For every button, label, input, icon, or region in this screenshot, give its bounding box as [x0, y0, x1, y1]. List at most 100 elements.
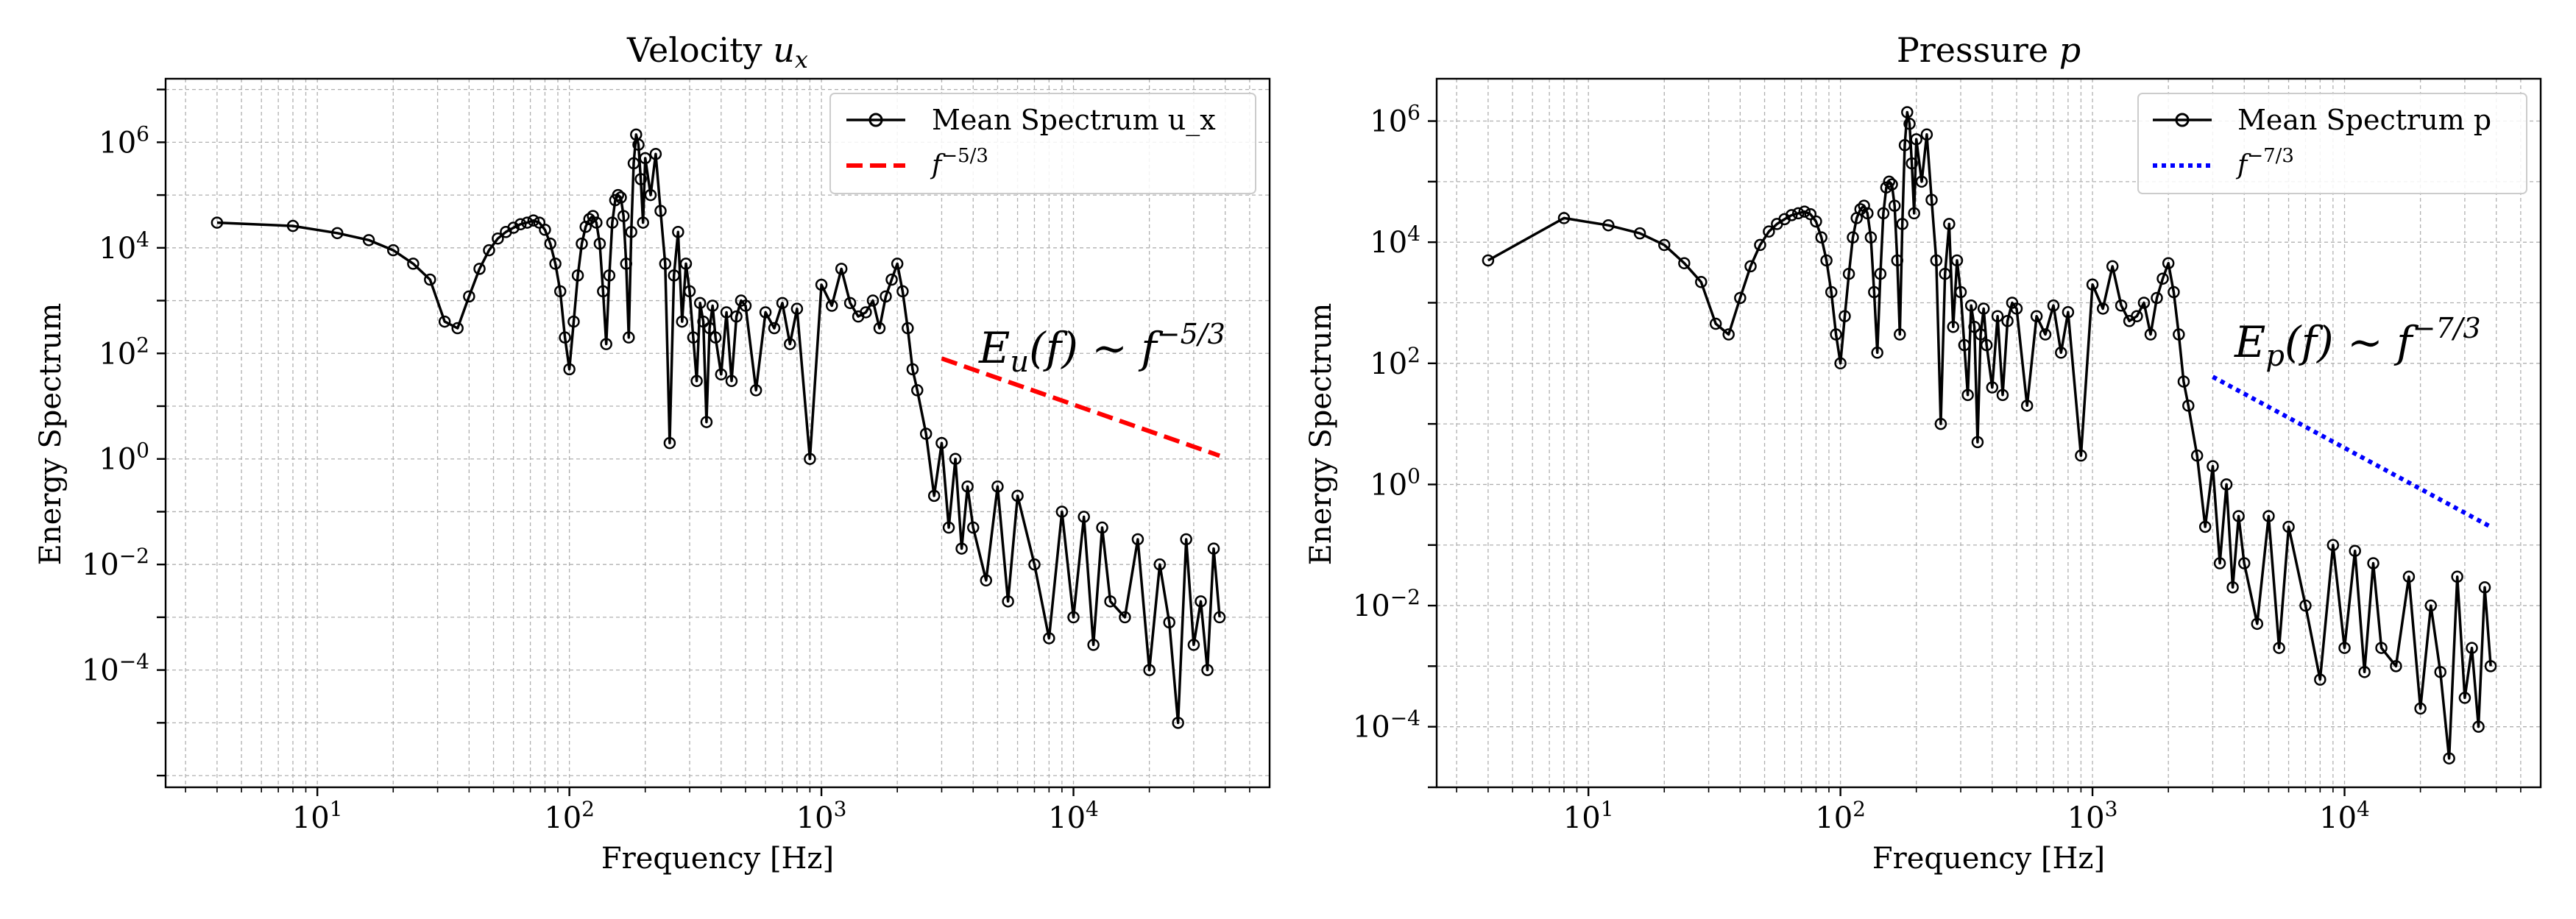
- pressure-data-point: [2131, 310, 2143, 322]
- velocity-y-tick-label: 106: [99, 121, 149, 160]
- velocity-data-point: [627, 157, 640, 170]
- velocity-data-point: [463, 290, 475, 303]
- pressure-data-point: [1678, 257, 1691, 269]
- pressure-data-point: [2458, 692, 2471, 704]
- pressure-data-point: [2086, 278, 2099, 291]
- velocity-data-point: [483, 244, 495, 257]
- velocity-x-axis-label: Frequency [Hz]: [601, 842, 834, 876]
- pressure-data-point: [2115, 299, 2128, 312]
- pressure-data-point: [1709, 317, 1722, 330]
- velocity-data-point: [362, 234, 375, 246]
- pressure-data-point: [1894, 328, 1906, 341]
- velocity-data-point: [612, 188, 625, 202]
- pressure-data-point: [1658, 238, 1671, 252]
- pressure-data-point: [1798, 205, 1811, 218]
- velocity-data-point: [634, 173, 647, 185]
- pressure-data-point: [1986, 381, 1999, 394]
- pressure-title: Pressure p: [1897, 30, 2081, 70]
- velocity-data-point: [649, 148, 662, 160]
- velocity-data-point: [784, 338, 796, 350]
- pressure-data-point: [2047, 299, 2060, 312]
- pressure-data-point: [1744, 260, 1757, 273]
- pressure-y-tick-label: 104: [1370, 221, 1420, 260]
- pressure-data-point: [2262, 510, 2275, 522]
- velocity-data-point: [927, 489, 941, 503]
- velocity-data-point: [527, 214, 540, 227]
- velocity-panel: 101 102 103 104 10−4 10−2 100 102 104 106 Velocit…: [34, 30, 1271, 876]
- velocity-data-point: [790, 302, 804, 315]
- pressure-data-point: [1971, 436, 1984, 449]
- velocity-data-point: [559, 331, 571, 344]
- velocity-data-point: [1131, 533, 1144, 546]
- pressure-data-point: [2039, 328, 2052, 341]
- velocity-data-point: [659, 258, 672, 270]
- velocity-data-point: [623, 331, 635, 344]
- velocity-series-power-law-line: [941, 356, 1221, 458]
- pressure-data-point: [2198, 520, 2212, 533]
- pressure-data-point: [1906, 157, 1918, 170]
- velocity-data-point: [679, 258, 693, 270]
- pressure-data-point: [2478, 581, 2491, 594]
- pressure-data-point: [2358, 666, 2371, 678]
- velocity-data-point: [620, 258, 633, 270]
- velocity-legend-marker: [868, 113, 883, 127]
- pressure-data-point: [2055, 347, 2067, 359]
- velocity-ticks: 101 102 103 104 10−4 10−2 100 102 104 106: [82, 88, 1250, 835]
- velocity-data-point: [625, 225, 637, 238]
- velocity-data-point: [438, 315, 451, 328]
- velocity-data-point: [1104, 595, 1117, 608]
- pressure-data-point: [1930, 254, 1943, 267]
- pressure-x-tick-label: 102: [1815, 797, 1866, 835]
- velocity-data-point: [668, 269, 680, 282]
- velocity-data-point: [697, 315, 710, 328]
- velocity-data-point: [768, 322, 781, 335]
- pressure-series: [1482, 106, 2497, 764]
- velocity-data-point: [1153, 558, 1167, 571]
- velocity-data-point: [587, 210, 599, 222]
- velocity-data-point: [637, 216, 649, 229]
- pressure-legend-label-spectrum: Mean Spectrum p: [2237, 104, 2491, 136]
- velocity-data-point: [1213, 611, 1226, 624]
- pressure-data-point: [2443, 752, 2455, 764]
- velocity-data-point: [725, 375, 738, 388]
- velocity-data-point: [1055, 505, 1069, 518]
- velocity-data-point: [451, 322, 464, 335]
- velocity-data-point: [730, 310, 743, 323]
- pressure-annotation: Ep(f) ∼ f−7/3: [2234, 312, 2481, 373]
- velocity-title: Velocity ux: [626, 30, 808, 74]
- velocity-data-point: [1207, 542, 1220, 555]
- pressure-data-point: [2220, 478, 2233, 491]
- pressure-data-point: [1861, 207, 1874, 220]
- pressure-data-point: [1908, 207, 1920, 220]
- velocity-data-point: [815, 278, 828, 291]
- pressure-data-point: [2162, 257, 2175, 269]
- pressure-data-point: [1557, 212, 1571, 224]
- velocity-data-point: [1163, 616, 1175, 629]
- pressure-data-point: [2062, 305, 2075, 319]
- velocity-data-point: [1119, 611, 1131, 624]
- pressure-data-point: [2030, 310, 2043, 322]
- pressure-data-point: [2075, 449, 2087, 462]
- pressure-data-point: [2314, 673, 2326, 686]
- pressure-y-tick-label: 10−4: [1353, 706, 1420, 745]
- pressure-data-point: [2484, 660, 2497, 673]
- velocity-data-point: [676, 315, 689, 328]
- pressure-data-point: [1633, 227, 1646, 240]
- velocity-data-point: [759, 306, 772, 319]
- pressure-y-tick-label: 102: [1370, 343, 1420, 381]
- velocity-data-point: [860, 306, 872, 319]
- pressure-x-axis-label: Frequency [Hz]: [1872, 842, 2105, 876]
- pressure-data-point: [1991, 310, 2004, 322]
- velocity-data-point: [606, 216, 619, 229]
- pressure-data-point: [1602, 219, 1615, 232]
- velocity-y-tick-label: 100: [99, 439, 149, 477]
- pressure-data-point: [2282, 520, 2295, 533]
- pressure-data-point: [2106, 260, 2119, 273]
- pressure-data-point: [2390, 660, 2402, 673]
- velocity-data-point: [955, 542, 968, 555]
- pressure-data-point: [2168, 285, 2180, 299]
- pressure-data-point: [1868, 285, 1880, 299]
- velocity-data-point: [1067, 611, 1080, 624]
- velocity-data-point: [683, 285, 696, 298]
- velocity-data-point: [632, 138, 645, 151]
